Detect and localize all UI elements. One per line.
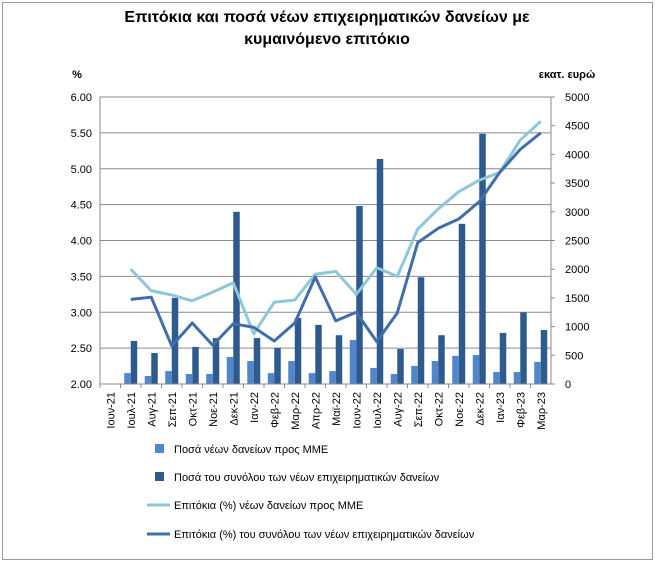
bar xyxy=(411,365,418,384)
legend-swatch xyxy=(155,444,164,453)
bar xyxy=(349,340,357,384)
x-tick-label: Ιουλ-21 xyxy=(126,392,138,429)
right-tick-label: 2000 xyxy=(565,264,589,276)
bar xyxy=(144,375,152,384)
bar xyxy=(431,361,439,384)
bar xyxy=(472,355,480,384)
legend-swatch xyxy=(155,472,164,481)
x-tick-label: Αυγ-22 xyxy=(392,392,404,427)
x-tick-label: Δεκ-22 xyxy=(474,392,486,426)
bar xyxy=(288,361,295,384)
left-tick-label: 3.50 xyxy=(71,271,92,283)
chart-title-line-1: Επιτόκια και ποσά νέων επιχειρηματικών δ… xyxy=(124,9,530,26)
bar xyxy=(130,340,138,384)
right-tick-label: 0 xyxy=(565,379,571,391)
left-tick-label: 6.00 xyxy=(71,92,92,104)
x-tick-label: Φεβ-22 xyxy=(269,392,281,428)
right-tick-label: 1000 xyxy=(565,322,589,334)
x-tick-label: Μαϊ-22 xyxy=(331,392,343,426)
bar xyxy=(212,338,220,384)
legend-label: Ποσά νέων δανείων προς ΜΜΕ xyxy=(174,444,328,456)
left-tick-label: 4.00 xyxy=(71,236,92,248)
chart-title-line-2: κυμαινόμενο επιτόκιο xyxy=(244,31,410,48)
bar xyxy=(520,312,527,384)
legend-label: Ποσά του συνόλου των νέων επιχειρηματικώ… xyxy=(174,472,440,484)
bar xyxy=(124,373,131,384)
x-tick-label: Σεπ-21 xyxy=(167,392,179,427)
x-tick-label: Φεβ-23 xyxy=(515,392,527,428)
left-tick-label: 5.00 xyxy=(71,164,92,176)
right-tick-label: 3500 xyxy=(565,178,589,190)
x-tick-label: Μαρ-23 xyxy=(536,392,548,430)
left-axis-label: % xyxy=(72,69,82,81)
x-tick-label: Ιουλ-22 xyxy=(372,392,384,429)
bar xyxy=(165,371,172,384)
bar xyxy=(397,348,404,384)
right-tick-label: 2500 xyxy=(565,236,589,248)
bar xyxy=(308,373,316,384)
bar xyxy=(376,158,384,384)
bar xyxy=(226,357,234,384)
bar xyxy=(315,324,322,384)
x-tick-label: Ιαν-22 xyxy=(249,392,261,423)
bar xyxy=(356,206,363,384)
x-tick-label: Ιαν-23 xyxy=(495,392,507,423)
bar xyxy=(370,367,377,384)
bar xyxy=(151,353,158,384)
x-tick-label: Οκτ-22 xyxy=(433,392,445,426)
x-tick-label: Μαρ-22 xyxy=(290,392,302,430)
series-line xyxy=(129,120,542,336)
x-tick-label: Νοε-21 xyxy=(208,392,220,427)
bar xyxy=(513,371,521,384)
right-tick-label: 500 xyxy=(565,350,583,362)
bar xyxy=(540,330,548,384)
bar xyxy=(458,223,466,384)
bar xyxy=(294,317,302,384)
x-tick-label: Οκτ-21 xyxy=(187,392,199,426)
bar xyxy=(335,335,343,384)
bar xyxy=(493,371,500,384)
bar xyxy=(185,373,193,384)
bar xyxy=(479,133,486,384)
right-tick-label: 4000 xyxy=(565,149,589,161)
x-tick-label: Ιουν-22 xyxy=(351,392,363,429)
x-tick-label: Σεπ-22 xyxy=(413,392,425,427)
right-tick-label: 3000 xyxy=(565,207,589,219)
bar xyxy=(247,361,254,384)
left-tick-label: 2.50 xyxy=(71,343,92,355)
x-tick-label: Αυγ-21 xyxy=(146,392,158,427)
left-tick-label: 3.00 xyxy=(71,307,92,319)
x-tick-label: Δεκ-21 xyxy=(228,392,240,426)
bar xyxy=(417,277,425,384)
x-tick-label: Απρ-22 xyxy=(310,392,322,429)
x-tick-label: Ιουν-21 xyxy=(105,392,117,429)
bar xyxy=(390,373,398,384)
left-tick-label: 5.50 xyxy=(71,128,92,140)
bar xyxy=(534,361,541,384)
left-tick-label: 2.00 xyxy=(71,379,92,391)
bar xyxy=(438,335,445,384)
x-tick-label: Νοε-22 xyxy=(454,392,466,427)
bar xyxy=(274,347,281,384)
bar xyxy=(206,373,213,384)
bar xyxy=(192,346,199,384)
legend-label: Επιτόκια (%) νέων δανείων προς ΜΜΕ xyxy=(174,500,363,512)
right-tick-label: 4500 xyxy=(565,121,589,133)
right-tick-label: 1500 xyxy=(565,293,589,305)
series-line xyxy=(130,131,542,348)
bar xyxy=(233,211,240,384)
legend-label: Επιτόκια (%) του συνόλου των νέων επιχει… xyxy=(174,529,475,541)
left-tick-label: 4.50 xyxy=(71,200,92,212)
bar xyxy=(253,338,261,384)
right-axis-label: εκατ. ευρώ xyxy=(539,69,596,81)
bar xyxy=(329,371,336,384)
bar xyxy=(267,373,275,384)
bar xyxy=(499,332,507,384)
right-tick-label: 5000 xyxy=(565,92,589,104)
bar xyxy=(452,355,459,384)
